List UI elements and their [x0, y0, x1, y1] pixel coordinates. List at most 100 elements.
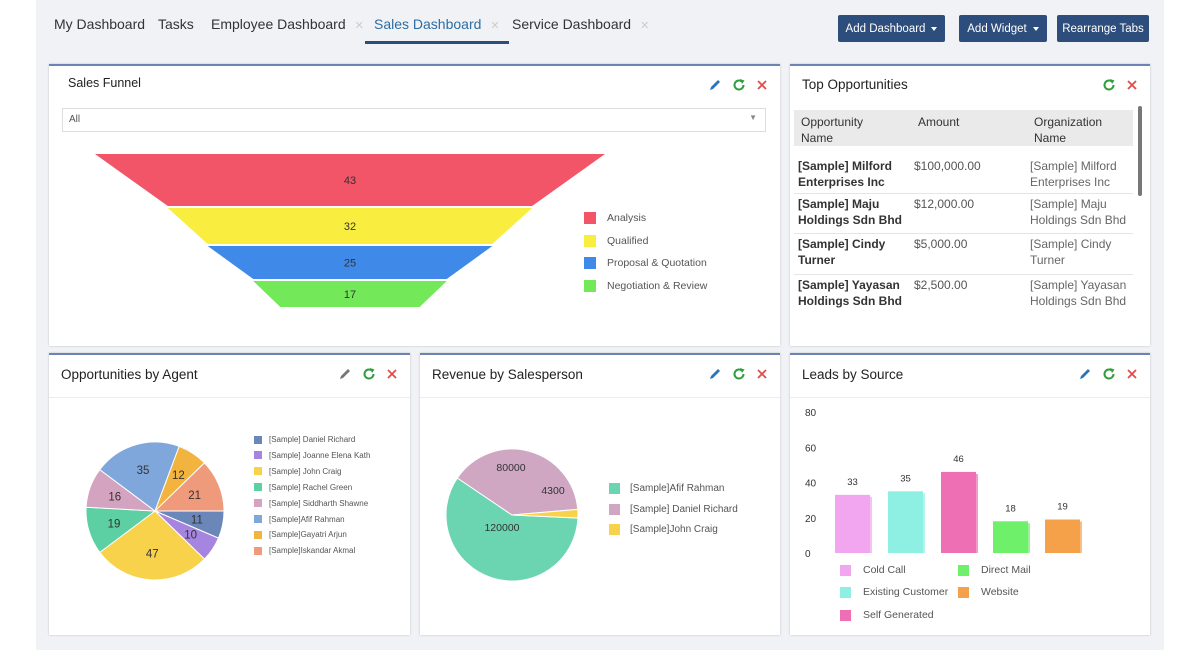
legend-item[interactable]: Website [958, 586, 1019, 598]
legend-label: [Sample] John Craig [269, 466, 342, 476]
widget-tools [1102, 78, 1138, 92]
legend-item[interactable]: [Sample]Iskandar Akmal [254, 546, 355, 555]
opportunity-name: [Sample] Yayasan Holdings Sdn Bhd [798, 278, 902, 308]
legend-swatch [254, 467, 262, 476]
legend-label: Direct Mail [981, 564, 1031, 576]
tab-tasks[interactable]: Tasks [158, 16, 194, 42]
legend-item[interactable]: [Sample] Siddharth Shawne [254, 499, 368, 508]
add-dashboard-button[interactable]: Add Dashboard [838, 15, 945, 42]
funnel-segment [253, 281, 447, 307]
refresh-icon[interactable] [732, 367, 746, 381]
tab-sales-dashboard[interactable]: Sales Dashboard ✕ [365, 16, 509, 44]
bar-value-label: 46 [953, 454, 964, 465]
legend-swatch [584, 257, 596, 269]
legend-item[interactable]: [Sample] Daniel Richard [254, 435, 355, 444]
refresh-icon[interactable] [1102, 367, 1116, 381]
edit-icon[interactable] [1078, 367, 1092, 381]
pie-value-label: 120000 [484, 522, 519, 534]
legend-swatch [584, 234, 596, 247]
funnel-segment [207, 246, 493, 279]
widget-tools [338, 367, 398, 381]
pie-value-label: 21 [188, 490, 201, 502]
legend-item[interactable]: [Sample] Daniel Richard [609, 503, 738, 515]
refresh-icon[interactable] [732, 78, 746, 92]
table-row[interactable]: [Sample] Yayasan Holdings Sdn Bhd $2,500.0… [794, 274, 1133, 310]
legend-item[interactable]: Self Generated [840, 609, 934, 621]
legend-item[interactable]: [Sample] Joanne Elena Kath [254, 451, 370, 460]
leads-bar-chart: 80 60 40 20 0 33 35 46 18 19 [805, 408, 1082, 560]
legend-item[interactable]: [Sample]Gayatri Arjun [254, 530, 347, 539]
edit-icon[interactable] [338, 367, 352, 381]
funnel-value-label: 25 [344, 258, 356, 270]
stage-filter-select[interactable]: All ▼ [62, 108, 766, 132]
pie-slice [445, 477, 579, 582]
refresh-icon[interactable] [1102, 78, 1116, 92]
legend-item[interactable]: [Sample] John Craig [254, 467, 341, 476]
close-icon[interactable] [1126, 79, 1138, 91]
close-icon[interactable] [756, 368, 768, 380]
legend-swatch [840, 586, 851, 598]
table-row[interactable]: [Sample] Maju Holdings Sdn Bhd $12,000.00 [… [794, 193, 1133, 229]
divider [49, 397, 410, 398]
table-row[interactable]: [Sample] Milford Enterprises Inc $100,000.… [794, 156, 1133, 192]
divider [790, 397, 1150, 398]
column-header-amount: Amount [918, 115, 960, 129]
legend-swatch [584, 279, 596, 292]
bar-value-label: 33 [847, 477, 858, 488]
pie-value-label: 19 [108, 518, 121, 530]
legend-item[interactable]: Analysis [584, 212, 646, 224]
bar [941, 471, 976, 553]
refresh-icon[interactable] [362, 367, 376, 381]
opportunity-name: [Sample] Maju Holdings Sdn Bhd [798, 197, 902, 227]
tab-service-dashboard[interactable]: Service Dashboard ✕ [512, 16, 649, 42]
opportunities-by-agent-widget: Opportunities by Agent 11 10 47 19 16 35 12 21 … [49, 353, 410, 635]
bar [888, 491, 923, 553]
y-tick-label: 0 [805, 549, 811, 560]
bar-value-label: 19 [1057, 502, 1068, 513]
legend-item[interactable]: [Sample]Afif Rahman [609, 483, 725, 494]
pie-slice [99, 441, 180, 512]
legend-item[interactable]: [Sample]Afif Rahman [254, 515, 345, 524]
table-row[interactable]: [Sample] Cindy Turner $5,000.00 [Sample] Ci… [794, 233, 1133, 269]
close-icon[interactable] [1126, 368, 1138, 380]
legend-label: Qualified [607, 234, 649, 247]
widget-tools [708, 78, 768, 92]
widget-title: Opportunities by Agent [61, 367, 198, 382]
legend-swatch [958, 564, 969, 576]
legend-label: Self Generated [863, 609, 934, 621]
tab-my-dashboard[interactable]: My Dashboard [54, 16, 145, 42]
sales-funnel-widget: Sales Funnel All ▼ 43 32 25 17 Analysis Qual… [49, 64, 780, 346]
edit-icon[interactable] [708, 367, 722, 381]
tab-employee-dashboard[interactable]: Employee Dashboard ✕ [211, 16, 364, 42]
bar [1045, 519, 1080, 553]
stage-filter-value: All [69, 114, 81, 125]
close-tab-icon[interactable]: ✕ [490, 20, 500, 32]
legend-item[interactable]: Cold Call [840, 564, 906, 576]
close-icon[interactable] [756, 79, 768, 91]
organization-name: [Sample] Cindy Turner [1030, 237, 1112, 267]
y-tick-label: 40 [805, 479, 817, 490]
legend-item[interactable]: Qualified [584, 234, 649, 247]
legend-swatch [254, 546, 262, 555]
legend-item[interactable]: Proposal & Quotation [584, 257, 707, 269]
add-widget-button[interactable]: Add Widget [959, 15, 1047, 42]
rearrange-tabs-button[interactable]: Rearrange Tabs [1057, 15, 1149, 42]
table-scrollbar[interactable] [1138, 106, 1142, 196]
tab-label: Tasks [158, 16, 194, 32]
pie-value-label: 4300 [541, 485, 565, 497]
legend-item[interactable]: [Sample] Rachel Green [254, 483, 352, 492]
legend-item[interactable]: Existing Customer [840, 586, 948, 598]
legend-item[interactable]: Negotiation & Review [584, 279, 707, 292]
pie-value-label: 47 [146, 549, 159, 561]
close-tab-icon[interactable]: ✕ [640, 20, 650, 32]
close-icon[interactable] [386, 368, 398, 380]
legend-item[interactable]: Direct Mail [958, 564, 1031, 576]
close-tab-icon[interactable]: ✕ [354, 20, 364, 32]
legend-item[interactable]: [Sample]John Craig [609, 524, 718, 535]
revenue-pie-chart: 120000 80000 4300 [445, 448, 579, 582]
y-tick-label: 80 [805, 408, 817, 419]
opportunity-amount: $100,000.00 [914, 159, 981, 173]
legend-swatch [609, 503, 620, 515]
legend-label: [Sample] Rachel Green [269, 482, 353, 492]
edit-icon[interactable] [708, 78, 722, 92]
